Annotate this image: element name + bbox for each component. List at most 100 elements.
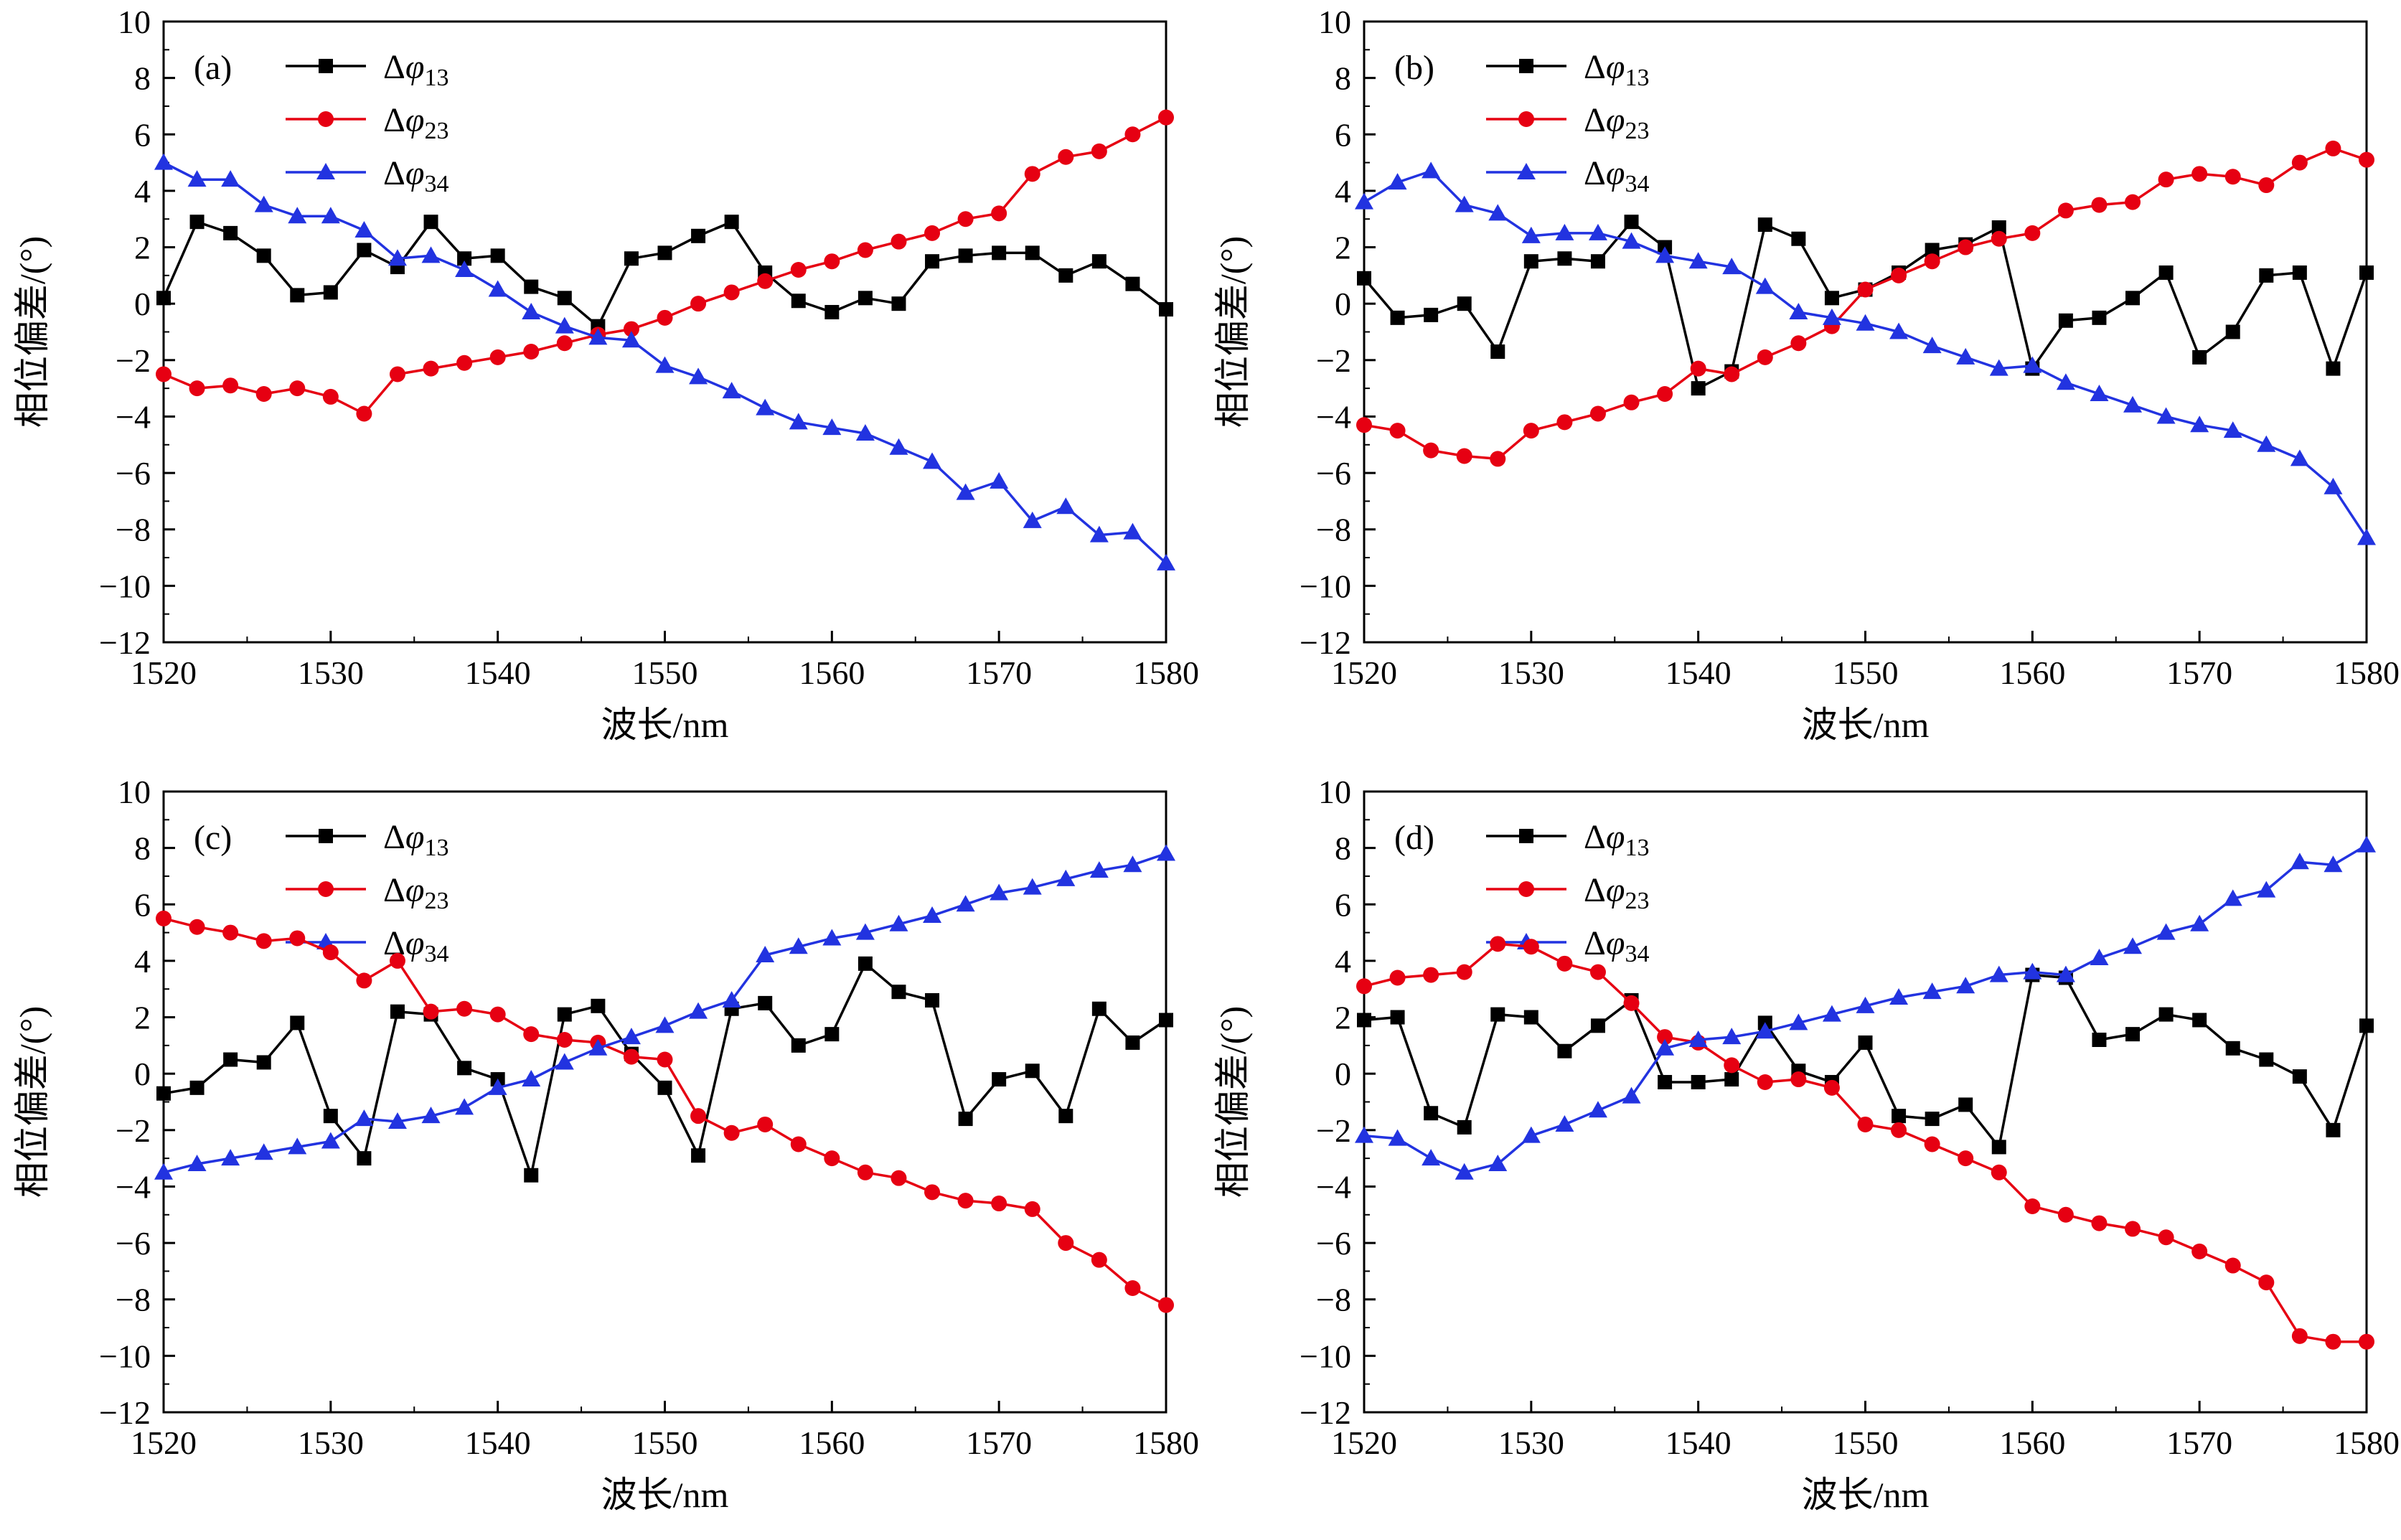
axes-box	[162, 20, 1167, 644]
circle-marker	[2057, 202, 2074, 219]
y-tick-label: −4	[116, 1168, 151, 1205]
circle-marker	[1423, 967, 1439, 983]
circle-marker	[1623, 394, 1640, 410]
triangle-marker	[655, 1016, 675, 1033]
x-tick-label: 1570	[2166, 654, 2232, 691]
y-tick-label: −12	[1300, 624, 1351, 661]
circle-marker	[1623, 995, 1640, 1011]
square-marker	[256, 248, 271, 263]
triangle-marker	[621, 331, 641, 348]
square-marker	[1523, 254, 1538, 269]
triangle-marker	[387, 249, 407, 266]
triangle-marker	[1422, 161, 1441, 179]
square-marker	[1791, 231, 1806, 246]
square-marker	[423, 215, 438, 230]
square-marker	[657, 1080, 672, 1095]
triangle-marker	[1588, 223, 1607, 240]
triangle-marker	[1157, 844, 1175, 861]
square-marker	[524, 279, 539, 294]
x-tick-label: 1560	[1999, 1424, 2065, 1461]
square-marker	[156, 1086, 171, 1101]
circle-marker	[1757, 1074, 1773, 1090]
triangle-marker	[488, 1078, 507, 1095]
y-tick-label: 2	[134, 1000, 151, 1036]
triangle-marker	[387, 1112, 407, 1130]
triangle-marker	[1688, 1030, 1708, 1047]
circle-marker	[1589, 405, 1606, 422]
triangle-marker	[1922, 982, 1942, 1000]
axes-box	[162, 790, 1167, 1414]
triangle-marker	[154, 1163, 173, 1180]
triangle-marker	[2324, 477, 2343, 494]
y-tick-label: −10	[99, 568, 151, 604]
chart-d: −12 −10 −8 −6 −4 −2 0 2 4 6 8 10 1520 1530 1540 1550 156…	[1213, 774, 2400, 1515]
square-marker	[1058, 1109, 1073, 1124]
circle-marker	[423, 360, 439, 377]
y-tick-label: −6	[116, 455, 151, 492]
legend-label: Δφ23	[1584, 871, 1649, 914]
circle-marker	[657, 1051, 673, 1068]
circle-marker	[523, 344, 540, 360]
y-tick-label: −12	[99, 624, 151, 661]
chart-b: −12 −10 −8 −6 −4 −2 0 2 4 6 8 10 1520 1530 1540 1550 156…	[1213, 4, 2400, 745]
triangle-marker	[689, 1002, 708, 1019]
square-marker	[1390, 1010, 1405, 1025]
square-marker	[1958, 1097, 1973, 1112]
square-marker	[1159, 1013, 1173, 1028]
circle-marker	[2191, 1243, 2208, 1259]
x-tick-label: 1550	[632, 1424, 698, 1461]
square-marker	[290, 288, 305, 303]
triangle-marker	[1722, 1028, 1742, 1045]
y-tick-label: 2	[1335, 230, 1351, 266]
chart-panel-d: −12 −10 −8 −6 −4 −2 0 2 4 6 8 10 1520 1530 1540 1550 156…	[1200, 770, 2401, 1540]
circle-marker	[255, 933, 272, 949]
x-tick-label: 1570	[2166, 1424, 2232, 1461]
square-marker	[323, 285, 338, 300]
triangle-marker	[555, 1053, 574, 1070]
y-tick-label: −2	[1316, 1112, 1351, 1149]
circle-marker	[289, 930, 306, 947]
y-tick-label: 0	[1335, 1056, 1351, 1092]
circle-marker	[824, 253, 840, 270]
y-tick-label: −10	[1300, 1338, 1351, 1374]
circle-marker	[1490, 451, 1506, 467]
y-tick-label: 8	[134, 60, 151, 97]
circle-marker	[1958, 239, 1974, 255]
triangle-marker	[455, 260, 474, 277]
circle-marker	[1124, 1280, 1141, 1296]
triangle-marker	[1688, 252, 1708, 269]
triangle-marker	[1889, 322, 1909, 339]
square-marker	[791, 1038, 806, 1053]
chart-panel-c: −12 −10 −8 −6 −4 −2 0 2 4 6 8 10 1520 1530 1540 1550 156…	[0, 770, 1200, 1540]
circle-marker	[2024, 1198, 2041, 1214]
y-tick-label: 4	[1335, 173, 1351, 210]
triangle-marker	[522, 1070, 541, 1087]
x-tick-label: 1580	[2334, 1424, 2400, 1461]
triangle-marker	[990, 471, 1009, 489]
square-marker	[2125, 291, 2141, 306]
square-marker	[156, 291, 171, 306]
triangle-marker	[254, 195, 273, 212]
circle-marker	[1958, 1150, 1974, 1167]
circle-marker	[1523, 939, 1539, 955]
triangle-marker	[2123, 937, 2143, 954]
circle-marker	[623, 1048, 639, 1065]
triangle-marker	[789, 413, 808, 430]
circle-marker	[1523, 423, 1539, 439]
circle-marker	[1024, 166, 1040, 182]
square-marker	[1991, 1140, 2006, 1155]
triangle-marker	[1355, 1126, 1373, 1143]
circle-marker	[2057, 1206, 2074, 1223]
y-tick-label: −6	[1316, 1225, 1351, 1262]
triangle-marker	[789, 937, 808, 954]
triangle-marker	[1517, 163, 1536, 179]
circle-marker	[2158, 172, 2174, 188]
x-axis-title: 波长/nm	[601, 705, 729, 745]
square-marker	[2158, 265, 2174, 280]
circle-marker	[456, 355, 473, 371]
square-marker	[1424, 1106, 1439, 1121]
triangle-marker	[1889, 988, 1909, 1005]
square-marker	[1025, 1064, 1040, 1079]
y-tick-label: 8	[1335, 60, 1351, 97]
circle-marker	[690, 1108, 707, 1125]
